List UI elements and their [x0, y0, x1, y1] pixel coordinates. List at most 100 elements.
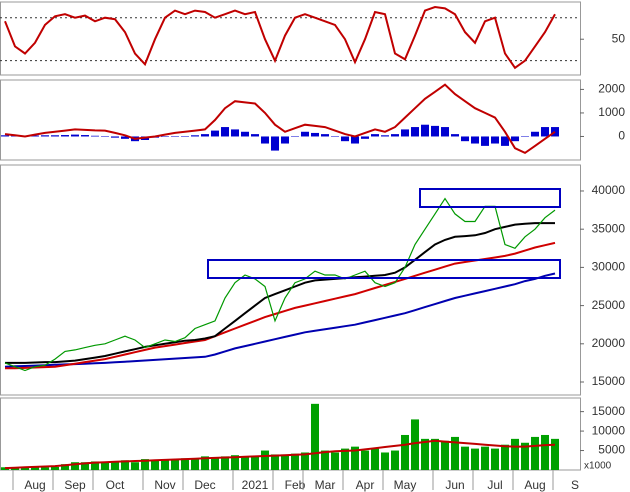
y-tick-label: 2000: [598, 82, 625, 96]
bar: [171, 459, 179, 470]
bar: [391, 134, 399, 137]
series-line: [4, 5, 556, 70]
bar: [71, 462, 79, 470]
bar: [381, 135, 389, 137]
bar: [31, 135, 39, 137]
panel-frame: [0, 397, 581, 471]
bar: [71, 134, 79, 137]
bar: [421, 438, 429, 470]
bar: [471, 448, 479, 470]
bar: [321, 450, 329, 470]
bar: [541, 434, 549, 470]
bar: [241, 456, 249, 470]
y-tick-label: 0: [618, 129, 625, 143]
bar: [301, 131, 309, 137]
bar: [371, 448, 379, 470]
y-tick-label: 50: [612, 31, 626, 45]
x-tick-label: Dec: [194, 478, 215, 492]
bar: [381, 452, 389, 470]
bar: [211, 458, 219, 470]
bar: [231, 129, 239, 137]
bar: [471, 136, 479, 144]
bar: [191, 135, 199, 137]
bar: [251, 134, 259, 137]
bar: [351, 136, 359, 144]
bar: [131, 462, 139, 470]
series-line: [5, 241, 556, 370]
y-tick-label: 10000: [592, 423, 626, 437]
panel-frame: [0, 1, 581, 76]
series-line: [4, 439, 556, 470]
bar: [431, 438, 439, 470]
bar: [251, 456, 259, 470]
bar: [281, 454, 289, 470]
bar: [451, 436, 459, 470]
bar: [101, 136, 109, 137]
x-tick-label: S: [571, 478, 579, 492]
unit-label: x1000: [584, 461, 612, 472]
zone-box: [207, 259, 561, 279]
bar: [41, 135, 49, 137]
bar: [311, 132, 319, 137]
bar: [311, 403, 319, 470]
panel-frame: [0, 79, 581, 161]
bar: [441, 127, 449, 137]
bar: [181, 458, 189, 470]
bar: [461, 136, 469, 142]
bar: [341, 136, 349, 142]
bar: [391, 450, 399, 470]
series-line: [4, 197, 556, 372]
y-tick-label: 15000: [592, 374, 626, 388]
bar: [511, 136, 519, 142]
bar: [121, 136, 129, 139]
x-tick-label: Aug: [24, 478, 45, 492]
bar: [531, 436, 539, 470]
bar: [361, 450, 369, 470]
y-tick-label: 30000: [592, 260, 626, 274]
bar: [411, 127, 419, 137]
bar: [261, 450, 269, 470]
bar: [491, 448, 499, 470]
x-tick-label: Sep: [64, 478, 86, 492]
bar: [241, 131, 249, 137]
y-tick-label: 5000: [598, 443, 625, 457]
x-tick-label: Apr: [356, 478, 375, 492]
bar: [1, 467, 9, 470]
bar: [551, 438, 559, 470]
x-tick-label: Nov: [154, 478, 175, 492]
bar: [221, 456, 229, 470]
bar: [141, 459, 149, 470]
series-line: [4, 83, 556, 155]
bar: [511, 438, 519, 470]
bar: [61, 464, 69, 470]
bar: [171, 136, 179, 137]
bar: [461, 446, 469, 470]
y-tick-label: 35000: [592, 221, 626, 235]
bar: [341, 448, 349, 470]
bar: [111, 461, 119, 470]
bar: [191, 459, 199, 470]
bar: [321, 134, 329, 137]
bar: [201, 456, 209, 470]
bar: [281, 136, 289, 144]
y-tick-label: 40000: [592, 183, 626, 197]
bar: [221, 127, 229, 137]
bar: [151, 460, 159, 470]
bar: [271, 454, 279, 470]
bar: [31, 467, 39, 470]
bar: [291, 453, 299, 470]
bar: [261, 136, 269, 144]
bar: [81, 462, 89, 470]
x-tick-label: Aug: [524, 478, 545, 492]
bar: [161, 460, 169, 470]
bar: [111, 136, 119, 138]
y-tick-label: 15000: [592, 404, 626, 418]
bar: [481, 136, 489, 146]
bar: [1, 135, 9, 137]
bar: [91, 461, 99, 470]
bar: [51, 466, 59, 470]
series-line: [5, 222, 555, 364]
bar: [521, 442, 529, 470]
x-tick-label: Jul: [487, 478, 502, 492]
